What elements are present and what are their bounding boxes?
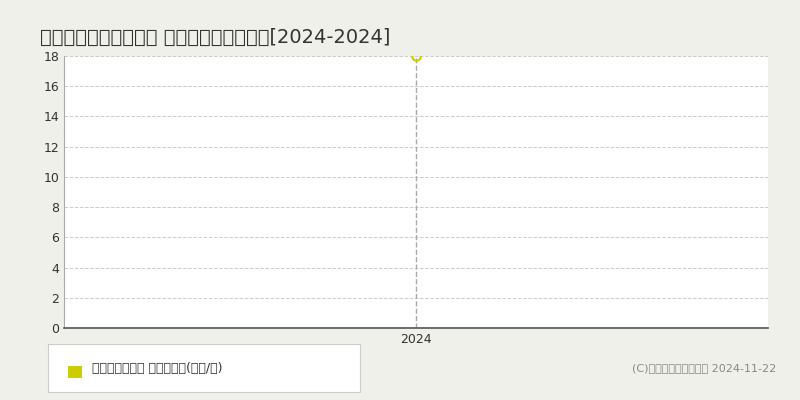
Text: (C)土地価格ドットコム 2024-11-22: (C)土地価格ドットコム 2024-11-22	[632, 363, 776, 373]
Text: マンション価格 平均坪単価(万円/坪): マンション価格 平均坪単価(万円/坪)	[92, 362, 222, 374]
Text: 北九州市若松区西園町 マンション価格推移[2024-2024]: 北九州市若松区西園町 マンション価格推移[2024-2024]	[40, 28, 390, 47]
